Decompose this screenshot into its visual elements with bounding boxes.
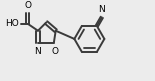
Text: O: O bbox=[24, 1, 31, 10]
Text: N: N bbox=[98, 5, 105, 14]
Text: N: N bbox=[35, 47, 41, 56]
Text: HO: HO bbox=[5, 19, 18, 28]
Text: O: O bbox=[51, 47, 58, 56]
